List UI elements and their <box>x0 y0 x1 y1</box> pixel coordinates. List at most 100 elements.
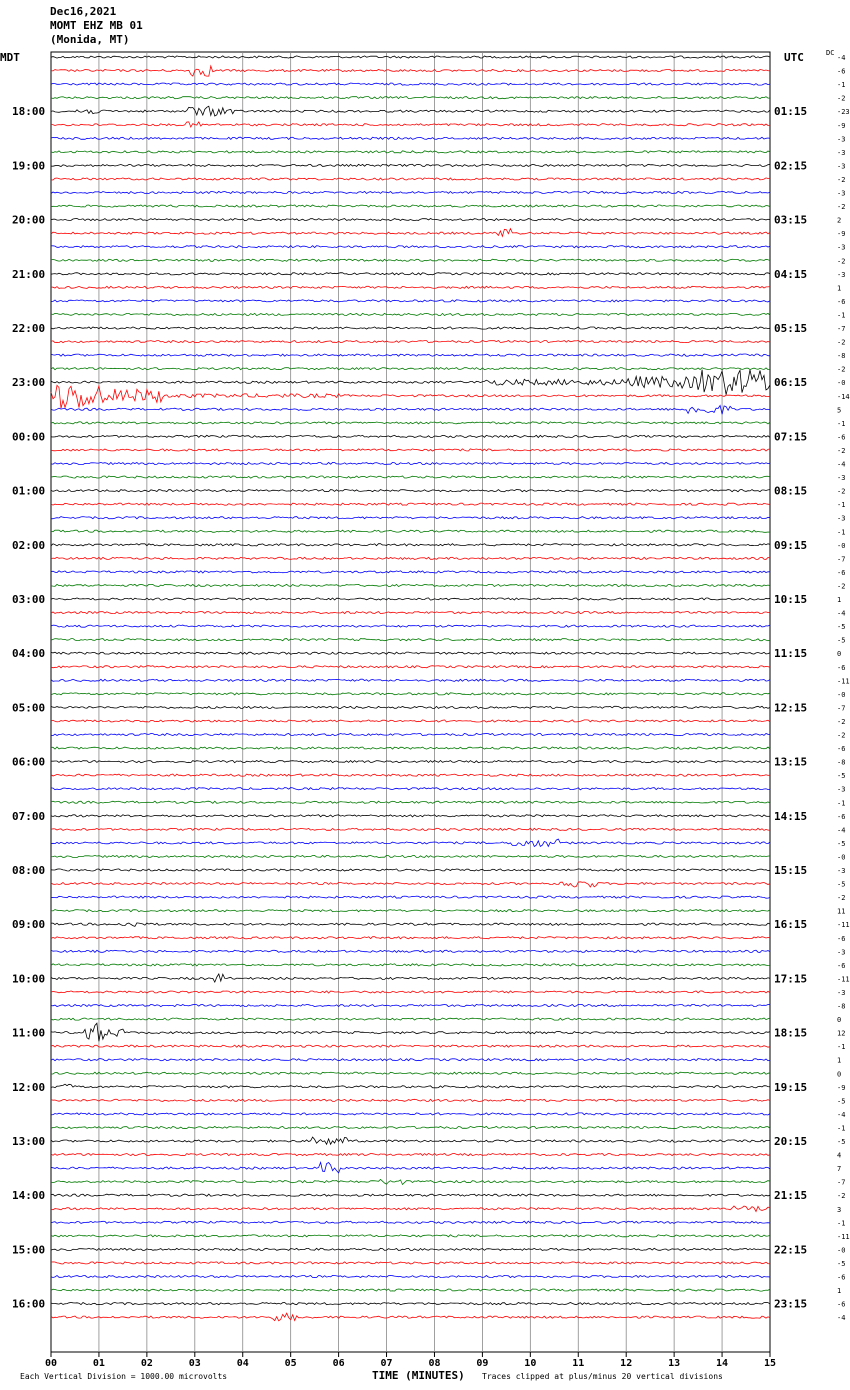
dc-offset-label: -5 <box>837 1097 845 1105</box>
trace-line <box>50 96 771 100</box>
grid-lines <box>50 51 771 1357</box>
right-hour-label: 14:15 <box>774 810 807 823</box>
dc-offset-label: -11 <box>837 921 850 929</box>
trace-line <box>50 719 771 723</box>
dc-offset-label: -6 <box>837 68 845 76</box>
right-hour-label: 07:15 <box>774 430 807 443</box>
right-hour-label: 05:15 <box>774 322 807 335</box>
left-hour-label: 06:00 <box>12 756 45 769</box>
x-tick-label: 12 <box>620 1358 632 1369</box>
dc-offset-label: -11 <box>837 975 850 983</box>
trace-line <box>50 312 771 317</box>
right-hour-label: 19:15 <box>774 1081 807 1094</box>
x-tick-label: 05 <box>285 1358 297 1369</box>
trace-line <box>50 556 771 560</box>
trace-line <box>50 1125 771 1130</box>
trace-line <box>50 448 771 452</box>
trace-line <box>50 1302 771 1306</box>
trace-line <box>50 732 771 737</box>
trace-line <box>50 1261 771 1265</box>
dc-offset-label: -4 <box>837 610 845 618</box>
left-hour-label: 00:00 <box>12 430 45 443</box>
x-tick-label: 11 <box>572 1358 584 1369</box>
dc-offset-label: -0 <box>837 853 845 861</box>
trace-line <box>50 461 771 466</box>
dc-offset-label: -0 <box>837 691 845 699</box>
trace-line <box>50 1234 771 1238</box>
left-hour-label: 01:00 <box>12 485 45 498</box>
seismic-traces <box>50 55 771 1322</box>
trace-line <box>50 949 771 953</box>
dc-offset-label: -5 <box>837 1138 845 1146</box>
x-tick-label: 07 <box>381 1358 393 1369</box>
dc-offset-label: 11 <box>837 908 845 916</box>
trace-line <box>50 1247 770 1251</box>
x-tick-label: 03 <box>189 1358 201 1369</box>
plot-frame <box>50 51 771 1353</box>
dc-offset-label: -7 <box>837 325 845 333</box>
dc-offset-label: -6 <box>837 1301 845 1309</box>
trace-line <box>50 665 771 669</box>
dc-offset-label: -6 <box>837 813 845 821</box>
trace-line <box>50 692 771 696</box>
dc-offset-label: -2 <box>837 1192 845 1200</box>
left-hour-label: 23:00 <box>12 376 45 389</box>
dc-offset-label: -1 <box>837 1124 845 1132</box>
dc-offset-label: -3 <box>837 135 845 143</box>
trace-line <box>50 583 771 588</box>
dc-offset-label: -2 <box>837 339 845 347</box>
trace-line <box>50 64 771 77</box>
dc-offset-label: -7 <box>837 704 845 712</box>
right-hour-label: 04:15 <box>774 268 807 281</box>
right-hour-label: 02:15 <box>774 159 807 172</box>
trace-line <box>50 299 771 303</box>
right-hour-label: 16:15 <box>774 918 807 931</box>
trace-line <box>50 150 771 154</box>
trace-line <box>50 55 771 59</box>
dc-offset-label: -1 <box>837 501 845 509</box>
left-hour-label: 04:00 <box>12 647 45 660</box>
left-hour-label: 08:00 <box>12 864 45 877</box>
dc-offset-label: -3 <box>837 162 845 170</box>
trace-line <box>50 204 771 208</box>
dc-offset-label: 3 <box>837 1206 841 1214</box>
trace-line <box>50 1044 771 1048</box>
dc-offset-label: -6 <box>837 569 845 577</box>
trace-line <box>50 217 771 222</box>
dc-offset-label: -3 <box>837 190 845 198</box>
x-tick-label: 15 <box>764 1358 776 1369</box>
trace-line <box>50 434 771 439</box>
trace-line <box>50 105 771 117</box>
dc-offset-label: -2 <box>837 582 845 590</box>
left-hour-label: 14:00 <box>12 1189 45 1202</box>
axis-labels: 00 01 02 03 04 05 06 07 08 09 10 11 12 13 14 15-4-6-1-2… <box>12 54 850 1369</box>
dc-offset-label: -6 <box>837 962 845 970</box>
x-tick-label: 08 <box>428 1358 440 1369</box>
dc-offset-label: -4 <box>837 1111 845 1119</box>
station-label: MOMT EHZ MB 01 <box>50 19 143 32</box>
left-hour-label: 02:00 <box>12 539 45 552</box>
trace-line <box>50 990 771 994</box>
left-hour-label: 16:00 <box>12 1298 45 1311</box>
trace-line <box>50 759 771 764</box>
trace-line <box>51 746 771 750</box>
trace-line <box>50 638 771 642</box>
dc-offset-label: -4 <box>837 461 845 469</box>
dc-offset-label: -11 <box>837 1233 850 1241</box>
trace-line <box>50 854 771 859</box>
x-tick-label: 13 <box>668 1358 680 1369</box>
dc-offset-label: -6 <box>837 1274 845 1282</box>
trace-line <box>50 1017 771 1021</box>
dc-offset-label: -9 <box>837 1084 845 1092</box>
trace-line <box>50 368 771 395</box>
dc-offset-label: -7 <box>837 555 845 563</box>
dc-offset-label: -0 <box>837 1246 845 1254</box>
dc-offset-label: 1 <box>837 1287 841 1295</box>
trace-line <box>50 384 771 409</box>
dc-offset-label: -1 <box>837 799 845 807</box>
trace-line <box>50 475 771 479</box>
dc-offset-label: 0 <box>837 650 841 658</box>
left-hour-label: 20:00 <box>12 214 45 227</box>
trace-line <box>50 597 771 601</box>
dc-offset-label: 0 <box>837 1016 841 1024</box>
